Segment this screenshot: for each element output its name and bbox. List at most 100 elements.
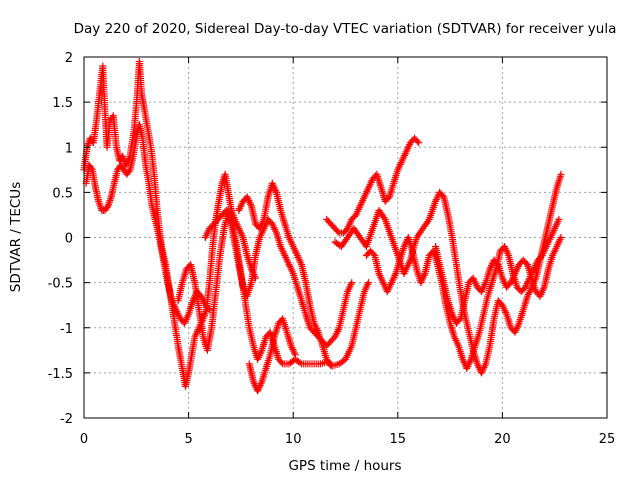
point-markers bbox=[553, 234, 565, 250]
point-markers bbox=[277, 243, 288, 258]
point-markers bbox=[281, 252, 292, 267]
point-markers bbox=[279, 360, 291, 368]
point-markers bbox=[164, 279, 175, 303]
axis-ticks: 0 5 10 15 20 25 -2 -1.5 -1 -0.5 0 0.5 1 1.5 2 bbox=[48, 51, 616, 447]
point-markers bbox=[285, 234, 296, 249]
point-markers bbox=[362, 227, 376, 250]
point-markers bbox=[203, 326, 215, 354]
point-markers bbox=[298, 297, 309, 316]
point-markers bbox=[145, 179, 156, 208]
point-markers bbox=[252, 236, 263, 259]
series-D bbox=[201, 206, 356, 350]
point-markers bbox=[478, 362, 489, 377]
point-markers bbox=[254, 348, 265, 363]
point-markers bbox=[335, 229, 345, 237]
x-axis-label: GPS time / hours bbox=[288, 458, 401, 474]
point-markers bbox=[168, 297, 179, 312]
point-markers bbox=[172, 306, 183, 321]
point-markers bbox=[298, 261, 309, 285]
point-markers bbox=[419, 217, 432, 232]
point-markers bbox=[538, 244, 549, 259]
point-markers bbox=[503, 280, 513, 291]
x-tick-label: 10 bbox=[285, 432, 302, 447]
point-markers bbox=[365, 177, 376, 192]
point-markers bbox=[304, 360, 316, 368]
y-tick-label: 0.5 bbox=[52, 186, 73, 201]
point-markers bbox=[465, 276, 476, 287]
point-markers bbox=[201, 226, 213, 241]
point-markers bbox=[88, 166, 99, 190]
point-markers bbox=[511, 321, 522, 336]
data-points bbox=[80, 58, 565, 395]
point-markers bbox=[536, 285, 547, 300]
point-markers bbox=[201, 301, 213, 314]
chart-title: Day 220 of 2020, Sidereal Day-to-day VTE… bbox=[74, 21, 617, 37]
point-markers bbox=[86, 134, 96, 145]
series-E bbox=[235, 179, 335, 370]
point-markers bbox=[417, 271, 428, 287]
point-markers bbox=[147, 143, 158, 176]
point-markers bbox=[478, 280, 489, 296]
point-markers bbox=[473, 283, 484, 294]
point-markers bbox=[188, 335, 198, 359]
point-markers bbox=[348, 326, 359, 350]
point-markers bbox=[293, 283, 305, 303]
point-markers bbox=[254, 380, 265, 395]
point-markers bbox=[142, 161, 152, 185]
point-markers bbox=[337, 235, 350, 250]
point-markers bbox=[218, 208, 229, 219]
point-markers bbox=[356, 290, 368, 314]
point-markers bbox=[406, 136, 417, 147]
series-J bbox=[432, 234, 565, 327]
x-tick-label: 25 bbox=[599, 432, 616, 447]
point-markers bbox=[425, 199, 439, 223]
point-markers bbox=[549, 244, 560, 259]
point-markers bbox=[388, 234, 401, 257]
point-markers bbox=[448, 234, 460, 266]
point-markers bbox=[117, 161, 127, 172]
point-markers bbox=[235, 199, 246, 214]
point-markers bbox=[371, 252, 382, 276]
point-markers bbox=[216, 227, 228, 259]
point-markers bbox=[515, 258, 526, 269]
point-markers bbox=[469, 274, 480, 289]
point-markers bbox=[475, 312, 487, 336]
point-markers bbox=[335, 357, 348, 368]
point-markers bbox=[362, 249, 373, 259]
point-markers bbox=[120, 166, 130, 177]
point-markers bbox=[208, 290, 219, 332]
point-markers bbox=[123, 167, 133, 178]
point-markers bbox=[369, 172, 379, 183]
point-markers bbox=[310, 360, 322, 368]
point-markers bbox=[275, 355, 285, 366]
point-markers bbox=[316, 359, 329, 368]
point-markers bbox=[130, 91, 141, 133]
point-markers bbox=[92, 184, 102, 203]
point-markers bbox=[206, 222, 216, 232]
point-markers bbox=[206, 245, 216, 287]
point-markers bbox=[367, 247, 377, 258]
point-markers bbox=[85, 161, 95, 172]
point-markers bbox=[291, 355, 304, 367]
point-markers bbox=[350, 225, 363, 240]
point-markers bbox=[511, 262, 522, 278]
point-markers bbox=[273, 188, 284, 212]
series-F bbox=[245, 315, 299, 395]
point-markers bbox=[549, 186, 560, 210]
point-markers bbox=[264, 215, 275, 226]
point-markers bbox=[524, 261, 535, 280]
point-markers bbox=[287, 342, 299, 359]
point-markers bbox=[239, 234, 251, 257]
point-markers bbox=[398, 150, 409, 165]
point-markers bbox=[344, 279, 356, 296]
point-markers bbox=[180, 312, 192, 327]
point-markers bbox=[293, 252, 305, 267]
point-markers bbox=[486, 317, 498, 350]
point-markers bbox=[507, 271, 518, 287]
point-markers bbox=[501, 243, 512, 258]
point-markers bbox=[425, 249, 436, 259]
point-markers bbox=[331, 326, 342, 341]
point-markers bbox=[348, 212, 359, 223]
point-markers bbox=[532, 288, 543, 299]
